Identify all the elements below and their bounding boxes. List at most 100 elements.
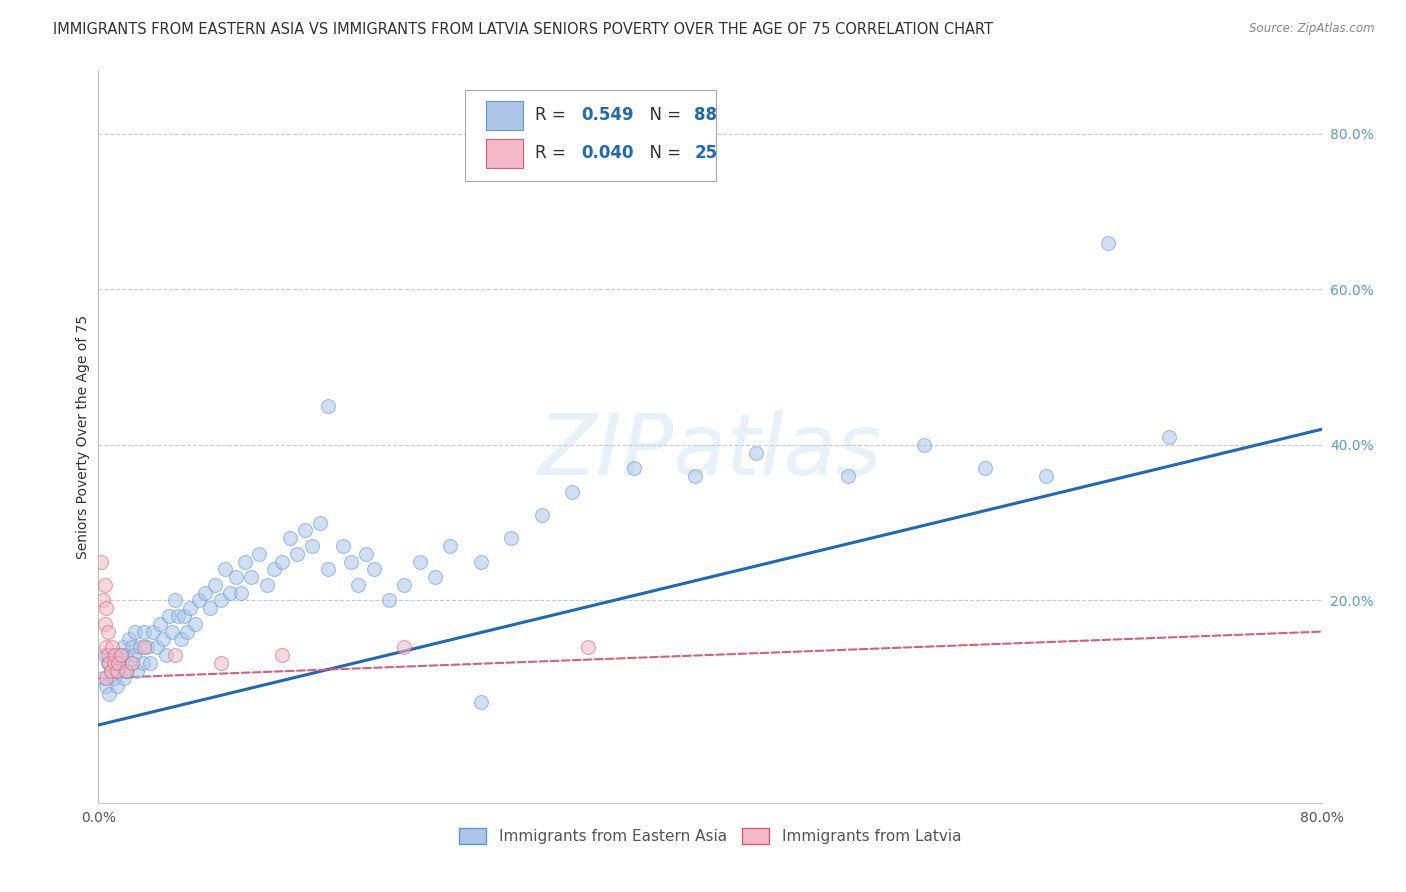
- Point: [103, 671, 125, 685]
- Point: [94, 640, 117, 655]
- Point: [912, 438, 935, 452]
- Point: [423, 570, 446, 584]
- Point: [285, 547, 308, 561]
- Point: [91, 671, 114, 685]
- Point: [93, 616, 115, 631]
- Point: [115, 648, 138, 662]
- Point: [316, 562, 339, 576]
- FancyBboxPatch shape: [486, 138, 523, 168]
- Text: 88: 88: [695, 106, 717, 124]
- Point: [157, 609, 180, 624]
- Point: [121, 640, 143, 655]
- Text: R =: R =: [536, 145, 571, 162]
- Point: [501, 531, 523, 545]
- Point: [233, 555, 256, 569]
- Point: [136, 640, 159, 655]
- Point: [125, 664, 148, 678]
- Point: [91, 593, 114, 607]
- Point: [94, 679, 117, 693]
- Point: [134, 624, 156, 639]
- Point: [155, 648, 177, 662]
- Point: [263, 562, 285, 576]
- Point: [101, 648, 124, 662]
- Point: [97, 656, 120, 670]
- Point: [100, 664, 122, 678]
- Point: [623, 461, 645, 475]
- Point: [107, 656, 129, 670]
- Point: [94, 601, 117, 615]
- Point: [122, 648, 145, 662]
- Point: [270, 555, 292, 569]
- Point: [576, 640, 599, 655]
- Point: [188, 593, 211, 607]
- Point: [105, 664, 128, 678]
- Point: [179, 601, 201, 615]
- Point: [256, 578, 278, 592]
- Point: [112, 671, 135, 685]
- Point: [392, 578, 416, 592]
- Point: [247, 547, 270, 561]
- Point: [363, 562, 385, 576]
- Text: IMMIGRANTS FROM EASTERN ASIA VS IMMIGRANTS FROM LATVIA SENIORS POVERTY OVER THE : IMMIGRANTS FROM EASTERN ASIA VS IMMIGRAN…: [53, 22, 994, 37]
- Point: [225, 570, 247, 584]
- Point: [97, 624, 120, 639]
- Point: [167, 609, 190, 624]
- Point: [103, 656, 125, 670]
- Point: [163, 593, 186, 607]
- Point: [316, 399, 339, 413]
- Legend: Immigrants from Eastern Asia, Immigrants from Latvia: Immigrants from Eastern Asia, Immigrants…: [453, 822, 967, 850]
- Point: [683, 469, 706, 483]
- Point: [93, 578, 115, 592]
- Point: [294, 524, 316, 538]
- Point: [974, 461, 997, 475]
- Point: [115, 664, 138, 678]
- Point: [354, 547, 377, 561]
- Point: [439, 539, 461, 553]
- Point: [392, 640, 416, 655]
- Point: [173, 609, 195, 624]
- Point: [214, 562, 236, 576]
- Point: [145, 640, 167, 655]
- Text: ZIPatlas: ZIPatlas: [538, 410, 882, 493]
- Point: [194, 585, 217, 599]
- Point: [163, 648, 186, 662]
- Point: [90, 555, 112, 569]
- Point: [229, 585, 252, 599]
- Point: [98, 656, 121, 670]
- Point: [149, 616, 172, 631]
- Point: [105, 679, 128, 693]
- Point: [219, 585, 242, 599]
- Point: [110, 648, 132, 662]
- Point: [142, 624, 165, 639]
- Point: [470, 695, 492, 709]
- Point: [278, 531, 301, 545]
- Point: [309, 516, 332, 530]
- Point: [104, 656, 127, 670]
- Point: [124, 624, 146, 639]
- Point: [209, 656, 232, 670]
- Point: [209, 593, 232, 607]
- Point: [561, 484, 583, 499]
- Point: [470, 555, 492, 569]
- Point: [347, 578, 370, 592]
- Point: [118, 632, 141, 647]
- Point: [378, 593, 401, 607]
- Point: [530, 508, 553, 522]
- Text: 25: 25: [695, 145, 717, 162]
- Text: R =: R =: [536, 106, 571, 124]
- Point: [176, 624, 198, 639]
- Point: [170, 632, 193, 647]
- Point: [270, 648, 292, 662]
- Point: [101, 640, 124, 655]
- Point: [204, 578, 226, 592]
- Text: Source: ZipAtlas.com: Source: ZipAtlas.com: [1250, 22, 1375, 36]
- Point: [111, 640, 134, 655]
- Point: [132, 656, 155, 670]
- Point: [121, 656, 143, 670]
- Text: 0.040: 0.040: [582, 145, 634, 162]
- Point: [1035, 469, 1057, 483]
- Text: N =: N =: [640, 106, 686, 124]
- Point: [107, 664, 129, 678]
- Point: [339, 555, 361, 569]
- Point: [745, 445, 768, 459]
